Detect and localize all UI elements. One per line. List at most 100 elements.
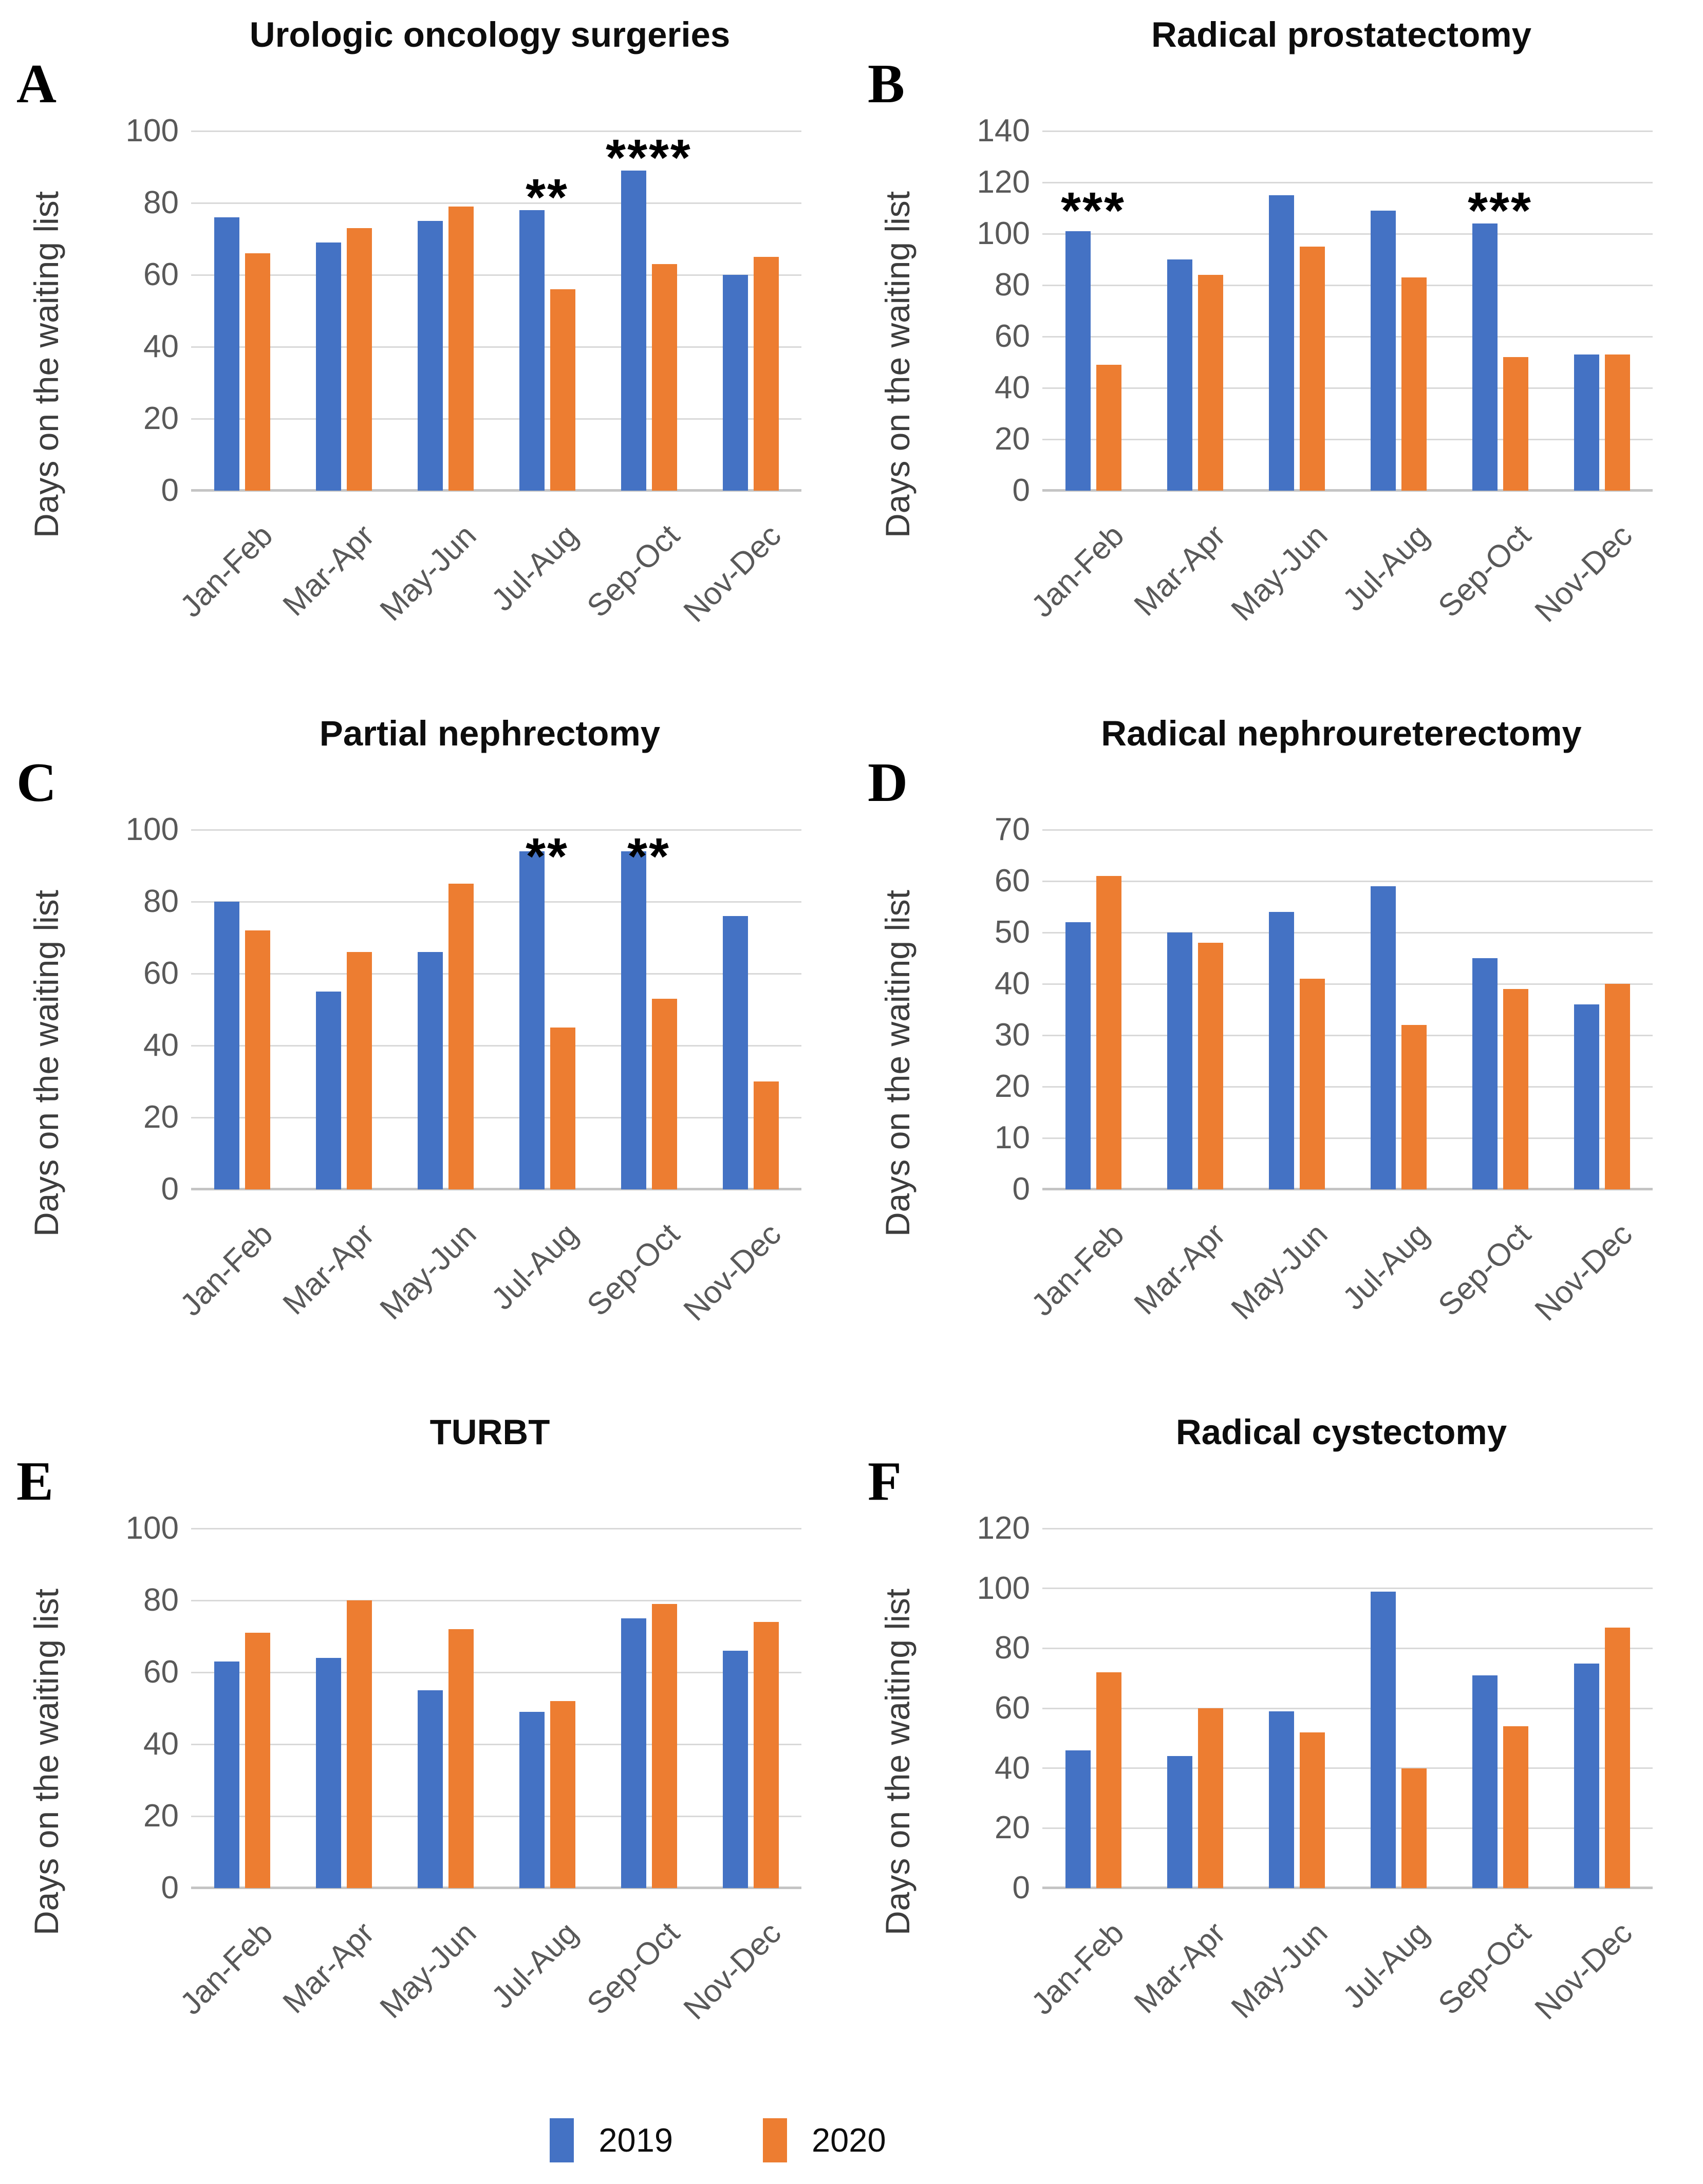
y-tick-label: 100 — [125, 812, 179, 847]
x-tick-label: Jan-Feb — [173, 1216, 279, 1323]
gridline — [1042, 1137, 1653, 1139]
bar-2019-nov-dec — [1574, 1663, 1599, 1888]
bar-2020-sep-oct — [1503, 989, 1528, 1189]
bar-2020-may-jun — [1299, 979, 1325, 1189]
bar-2019-nov-dec — [722, 275, 748, 491]
gridline — [191, 1743, 801, 1745]
bar-2019-jan-feb — [214, 902, 239, 1189]
y-tick-label: 60 — [143, 1654, 179, 1690]
bar-2019-nov-dec — [722, 1651, 748, 1888]
x-label-cell: Sep-Oct — [580, 1888, 700, 2083]
x-label-cell: Mar-Apr — [1128, 491, 1246, 686]
legend-swatch-2020 — [763, 2118, 787, 2162]
bar-2020-jan-feb — [245, 1633, 270, 1888]
x-tick-label: Jan-Feb — [173, 1915, 279, 2022]
x-axis-line — [1042, 1887, 1653, 1889]
x-axis-line — [1042, 489, 1653, 492]
y-tick-label: 60 — [995, 1690, 1030, 1726]
bar-group-may-jun — [395, 1528, 496, 1888]
x-label-cell: Jan-Feb — [173, 491, 293, 686]
bar-2019-mar-apr — [315, 1658, 341, 1888]
chart-title: Urologic oncology surgeries — [249, 15, 731, 54]
plot-area — [1042, 829, 1653, 1190]
y-tick-label: 100 — [125, 113, 179, 148]
gridline — [191, 202, 801, 204]
bar-2020-mar-apr — [1197, 1708, 1223, 1888]
x-label-cell: Nov-Dec — [677, 1189, 801, 1385]
legend-label: 2020 — [812, 2121, 886, 2159]
gridline — [191, 973, 801, 975]
y-tick-label: 120 — [977, 1510, 1030, 1546]
bar-group-may-jun — [1246, 131, 1348, 491]
bar-2019-mar-apr — [1167, 259, 1192, 491]
bar-2019-mar-apr — [315, 992, 341, 1189]
bar-group-mar-apr — [1144, 830, 1246, 1189]
chart-title: Radical prostatectomy — [1151, 15, 1532, 54]
plot-area: ****** — [191, 130, 801, 492]
y-tick-label: 80 — [143, 185, 179, 220]
x-label-cell: Nov-Dec — [677, 1888, 801, 2083]
bar-group-jan-feb — [1042, 830, 1144, 1189]
bar-2020-nov-dec — [753, 1081, 779, 1189]
gridline — [1042, 284, 1653, 286]
bar-2020-may-jun — [448, 207, 474, 491]
bar-2020-jul-aug — [1401, 277, 1427, 491]
bar-groups — [1042, 830, 1653, 1189]
y-tick-label: 40 — [143, 1028, 179, 1063]
bar-2019-sep-oct — [621, 171, 646, 491]
y-axis-ticks: 0 20 40 60 80 100 — [57, 814, 179, 1205]
bar-2019-may-jun — [417, 221, 443, 491]
gridline — [1042, 1086, 1653, 1088]
x-label-cell: Sep-Oct — [1431, 491, 1551, 686]
x-label-cell: May-Jun — [373, 1888, 496, 2083]
x-label-cell: Jul-Aug — [1336, 1189, 1449, 1385]
gridline — [191, 829, 801, 831]
x-tick-label: Jan-Feb — [173, 517, 279, 624]
bar-group-mar-apr — [293, 830, 395, 1189]
significance-stars: ** — [526, 828, 569, 885]
y-tick-label: 60 — [143, 956, 179, 991]
bar-group-jan-feb — [1042, 131, 1144, 491]
bar-group-sep-oct — [1449, 131, 1551, 491]
chart-panel-d: D Radical nephroureterectomy Days on the… — [851, 699, 1703, 1397]
bar-2020-sep-oct — [1503, 1726, 1528, 1888]
y-tick-label: 20 — [143, 401, 179, 436]
significance-stars: *** — [1468, 182, 1532, 239]
bar-group-jan-feb — [191, 1528, 293, 1888]
bar-2020-jan-feb — [245, 930, 270, 1189]
chart-panel-b: B Radical prostatectomy Days on the wait… — [851, 0, 1703, 699]
bar-2019-jul-aug — [519, 851, 545, 1189]
bar-2019-jan-feb — [1065, 922, 1091, 1189]
x-tick-label: Jul-Aug — [484, 1216, 585, 1317]
x-label-cell: Jan-Feb — [1024, 1189, 1144, 1385]
x-tick-label: Jul-Aug — [484, 1915, 585, 2015]
gridline — [191, 1527, 801, 1529]
panel-letter: F — [868, 1451, 902, 1512]
gridline — [1042, 829, 1653, 831]
bar-2019-sep-oct — [1472, 1675, 1498, 1888]
x-label-cell: Sep-Oct — [1431, 1888, 1551, 2083]
bar-group-jul-aug — [496, 830, 598, 1189]
x-label-cell: Jul-Aug — [484, 1189, 598, 1385]
bar-2020-mar-apr — [346, 1600, 372, 1888]
y-tick-label: 20 — [995, 1069, 1030, 1104]
bar-group-may-jun — [1246, 830, 1348, 1189]
y-tick-label: 60 — [143, 257, 179, 292]
x-label-cell: Nov-Dec — [677, 491, 801, 686]
x-label-cell: Nov-Dec — [1528, 1189, 1653, 1385]
panel-letter: E — [16, 1451, 54, 1512]
y-tick-label: 70 — [995, 812, 1030, 847]
gridline — [1042, 983, 1653, 985]
x-tick-label: Jan-Feb — [1024, 1216, 1131, 1323]
legend-entry-2020: 2020 — [763, 2118, 886, 2162]
plot-area — [191, 1527, 801, 1889]
bar-group-sep-oct — [598, 131, 700, 491]
bar-group-jul-aug — [496, 1528, 598, 1888]
x-label-cell: Mar-Apr — [1128, 1888, 1246, 2083]
bar-group-sep-oct — [1449, 1528, 1551, 1888]
bar-2019-may-jun — [1268, 195, 1294, 491]
bar-2020-jul-aug — [1401, 1768, 1427, 1888]
panels-grid: A Urologic oncology surgeries Days on th… — [16, 0, 1703, 2083]
y-tick-label: 60 — [995, 319, 1030, 354]
bar-2019-nov-dec — [1574, 354, 1599, 491]
